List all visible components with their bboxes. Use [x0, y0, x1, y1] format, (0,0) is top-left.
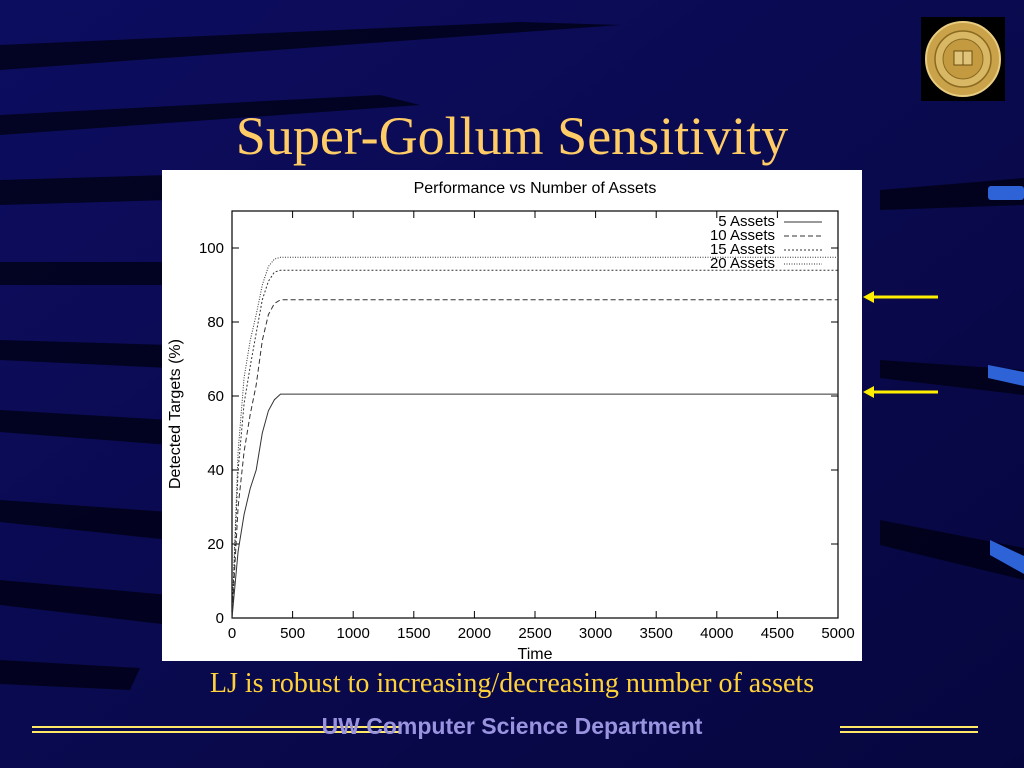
x-axis-label: Time	[518, 646, 553, 661]
legend-label: 10 Assets	[710, 227, 775, 244]
x-tick-label: 4000	[700, 625, 733, 642]
x-tick-label: 5000	[821, 625, 854, 642]
legend-label: 15 Assets	[710, 241, 775, 258]
y-tick-label: 40	[207, 462, 224, 479]
x-tick-label: 2000	[458, 625, 491, 642]
arrow-pointer-upper	[863, 291, 938, 303]
series-line-1	[231, 393, 838, 619]
y-tick-label: 80	[207, 314, 224, 331]
y-tick-label: 0	[216, 610, 224, 627]
chart-panel: Performance vs Number of Assets Time Det…	[162, 170, 862, 661]
x-tick-label: 0	[228, 625, 236, 642]
series-line-2	[231, 299, 838, 619]
y-tick-label: 60	[207, 388, 224, 405]
chart-title: Performance vs Number of Assets	[414, 180, 657, 197]
arrow-pointer-lower	[863, 386, 938, 398]
legend-label: 5 Assets	[718, 213, 775, 230]
y-tick-label: 20	[207, 536, 224, 553]
series-line-3	[231, 269, 838, 619]
x-tick-label: 500	[280, 625, 305, 642]
x-tick-label: 2500	[518, 625, 551, 642]
x-tick-label: 3500	[640, 625, 673, 642]
footer-department: UW Computer Science Department	[321, 713, 703, 739]
y-axis-label: Detected Targets (%)	[167, 339, 184, 489]
y-tick-label: 100	[199, 240, 224, 257]
line-chart: Performance vs Number of Assets Time Det…	[167, 180, 855, 661]
legend-label: 20 Assets	[710, 255, 775, 272]
footer-rule-right	[840, 726, 978, 728]
footer-rule-left-2	[32, 731, 400, 733]
plot-frame	[231, 210, 839, 619]
x-tick-label: 1000	[337, 625, 370, 642]
x-tick-label: 4500	[761, 625, 794, 642]
footer-rule-left	[32, 726, 400, 728]
footer-rule-right-2	[840, 731, 978, 733]
university-seal-icon	[925, 21, 1001, 97]
x-tick-label: 1500	[397, 625, 430, 642]
series-line-4	[231, 256, 838, 619]
x-tick-label: 3000	[579, 625, 612, 642]
slide-title: Super-Gollum Sensitivity	[235, 106, 789, 166]
slide-caption: LJ is robust to increasing/decreasing nu…	[209, 668, 815, 699]
logo-seal	[921, 17, 1005, 101]
